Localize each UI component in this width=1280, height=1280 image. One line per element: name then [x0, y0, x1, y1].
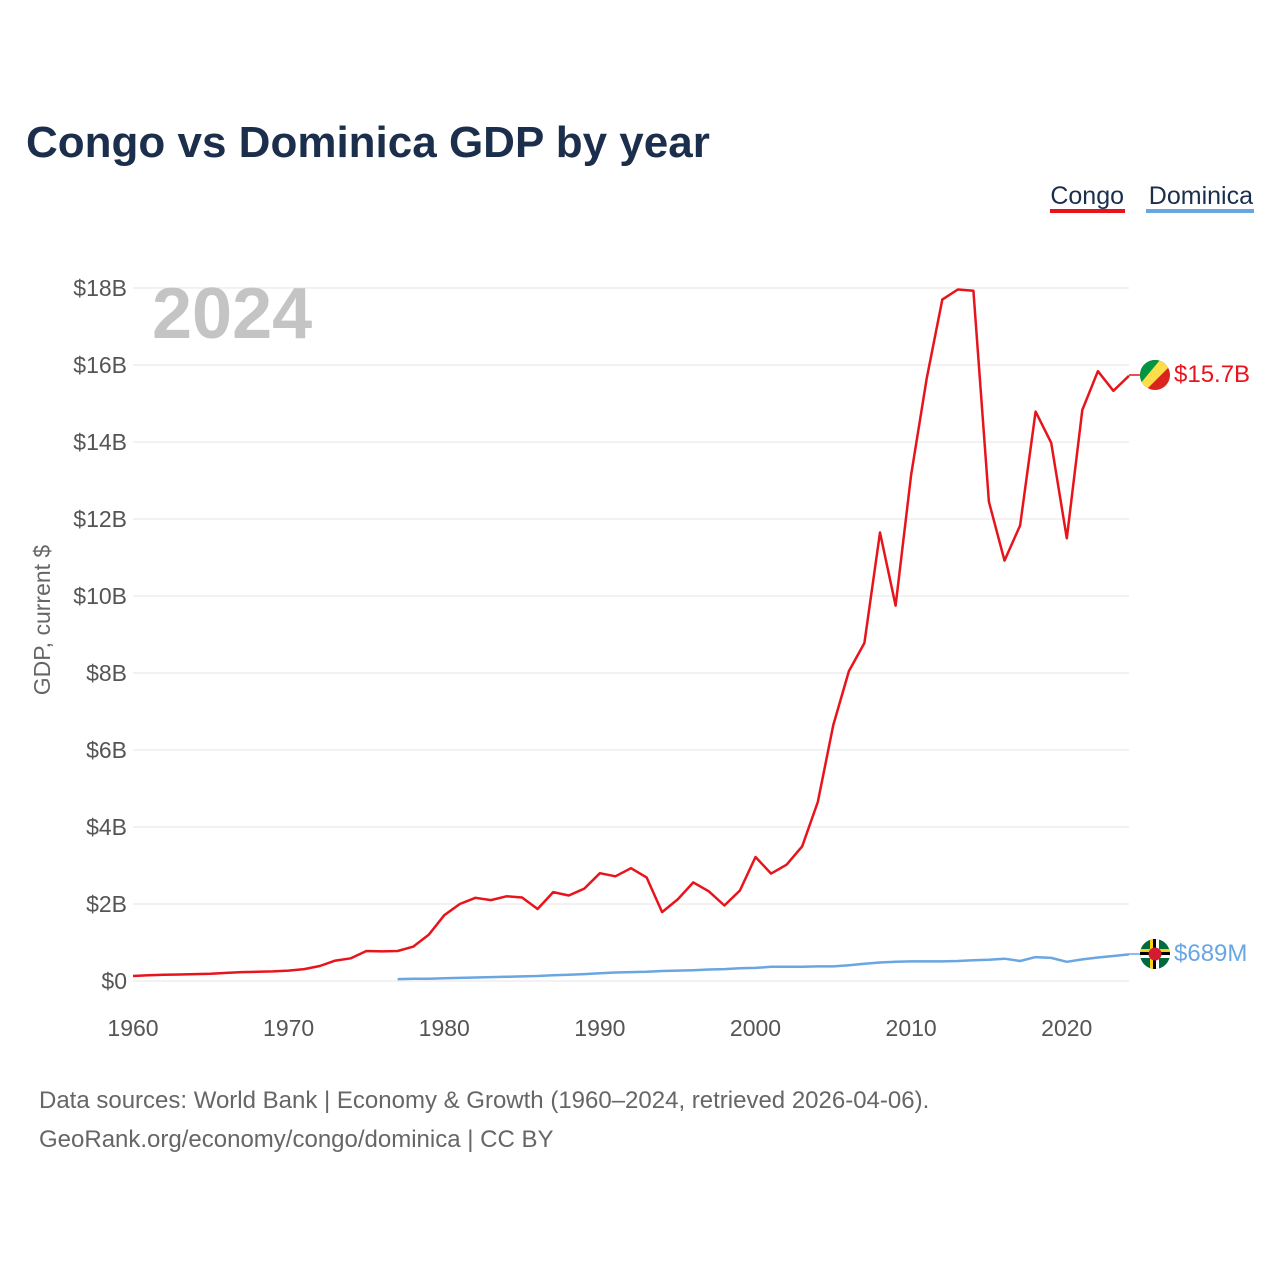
- dominica-flag-icon: [1140, 939, 1170, 969]
- x-tick-label: 2010: [886, 1015, 937, 1041]
- x-axis-ticks: 1960 1970 1980 1990 2000 2010 2020: [107, 1015, 1092, 1041]
- x-tick-label: 1970: [263, 1015, 314, 1041]
- chart-title: Congo vs Dominica GDP by year: [26, 118, 710, 167]
- legend-swatch-congo: [1050, 209, 1125, 213]
- y-tick-label: $14B: [73, 429, 127, 455]
- x-tick-label: 1990: [574, 1015, 625, 1041]
- legend: Congo Dominica: [1050, 182, 1254, 213]
- x-tick-label: 2000: [730, 1015, 781, 1041]
- congo-flag-icon: [1140, 360, 1170, 390]
- y-axis-ticks: $0 $2B $4B $6B $8B $10B $12B $14B $16B $18B: [73, 275, 127, 994]
- y-tick-label: $18B: [73, 275, 127, 301]
- dominica-end-value: $689M: [1174, 940, 1247, 967]
- legend-item-congo[interactable]: Congo: [1050, 182, 1125, 213]
- gridlines: [133, 287, 1129, 982]
- x-tick-label: 1980: [419, 1015, 470, 1041]
- year-watermark: 2024: [152, 274, 312, 354]
- congo-end-value: $15.7B: [1174, 361, 1250, 388]
- y-tick-label: $16B: [73, 352, 127, 378]
- x-tick-label: 1960: [107, 1015, 158, 1041]
- legend-label-congo: Congo: [1050, 182, 1124, 210]
- dominica-end-marker: $689M: [1129, 939, 1247, 969]
- y-axis-label: GDP, current $: [29, 545, 55, 696]
- congo-end-marker: $15.7B: [1129, 360, 1250, 390]
- y-tick-label: $4B: [86, 814, 127, 840]
- y-tick-label: $6B: [86, 737, 127, 763]
- y-tick-label: $12B: [73, 506, 127, 532]
- footer-credit[interactable]: GeoRank.org/economy/congo/dominica | CC …: [39, 1126, 554, 1153]
- y-tick-label: $8B: [86, 660, 127, 686]
- y-tick-label: $2B: [86, 891, 127, 917]
- x-tick-label: 2020: [1041, 1015, 1092, 1041]
- series-line-congo: [132, 288, 1130, 978]
- legend-swatch-dominica: [1146, 209, 1254, 213]
- series-lines: [132, 288, 1130, 981]
- footer-sources: Data sources: World Bank | Economy & Gro…: [39, 1087, 929, 1114]
- y-tick-label: $10B: [73, 583, 127, 609]
- legend-item-dominica[interactable]: Dominica: [1146, 182, 1254, 213]
- series-line-dominica: [397, 953, 1130, 981]
- y-tick-label: $0: [101, 968, 127, 994]
- legend-label-dominica: Dominica: [1149, 182, 1253, 210]
